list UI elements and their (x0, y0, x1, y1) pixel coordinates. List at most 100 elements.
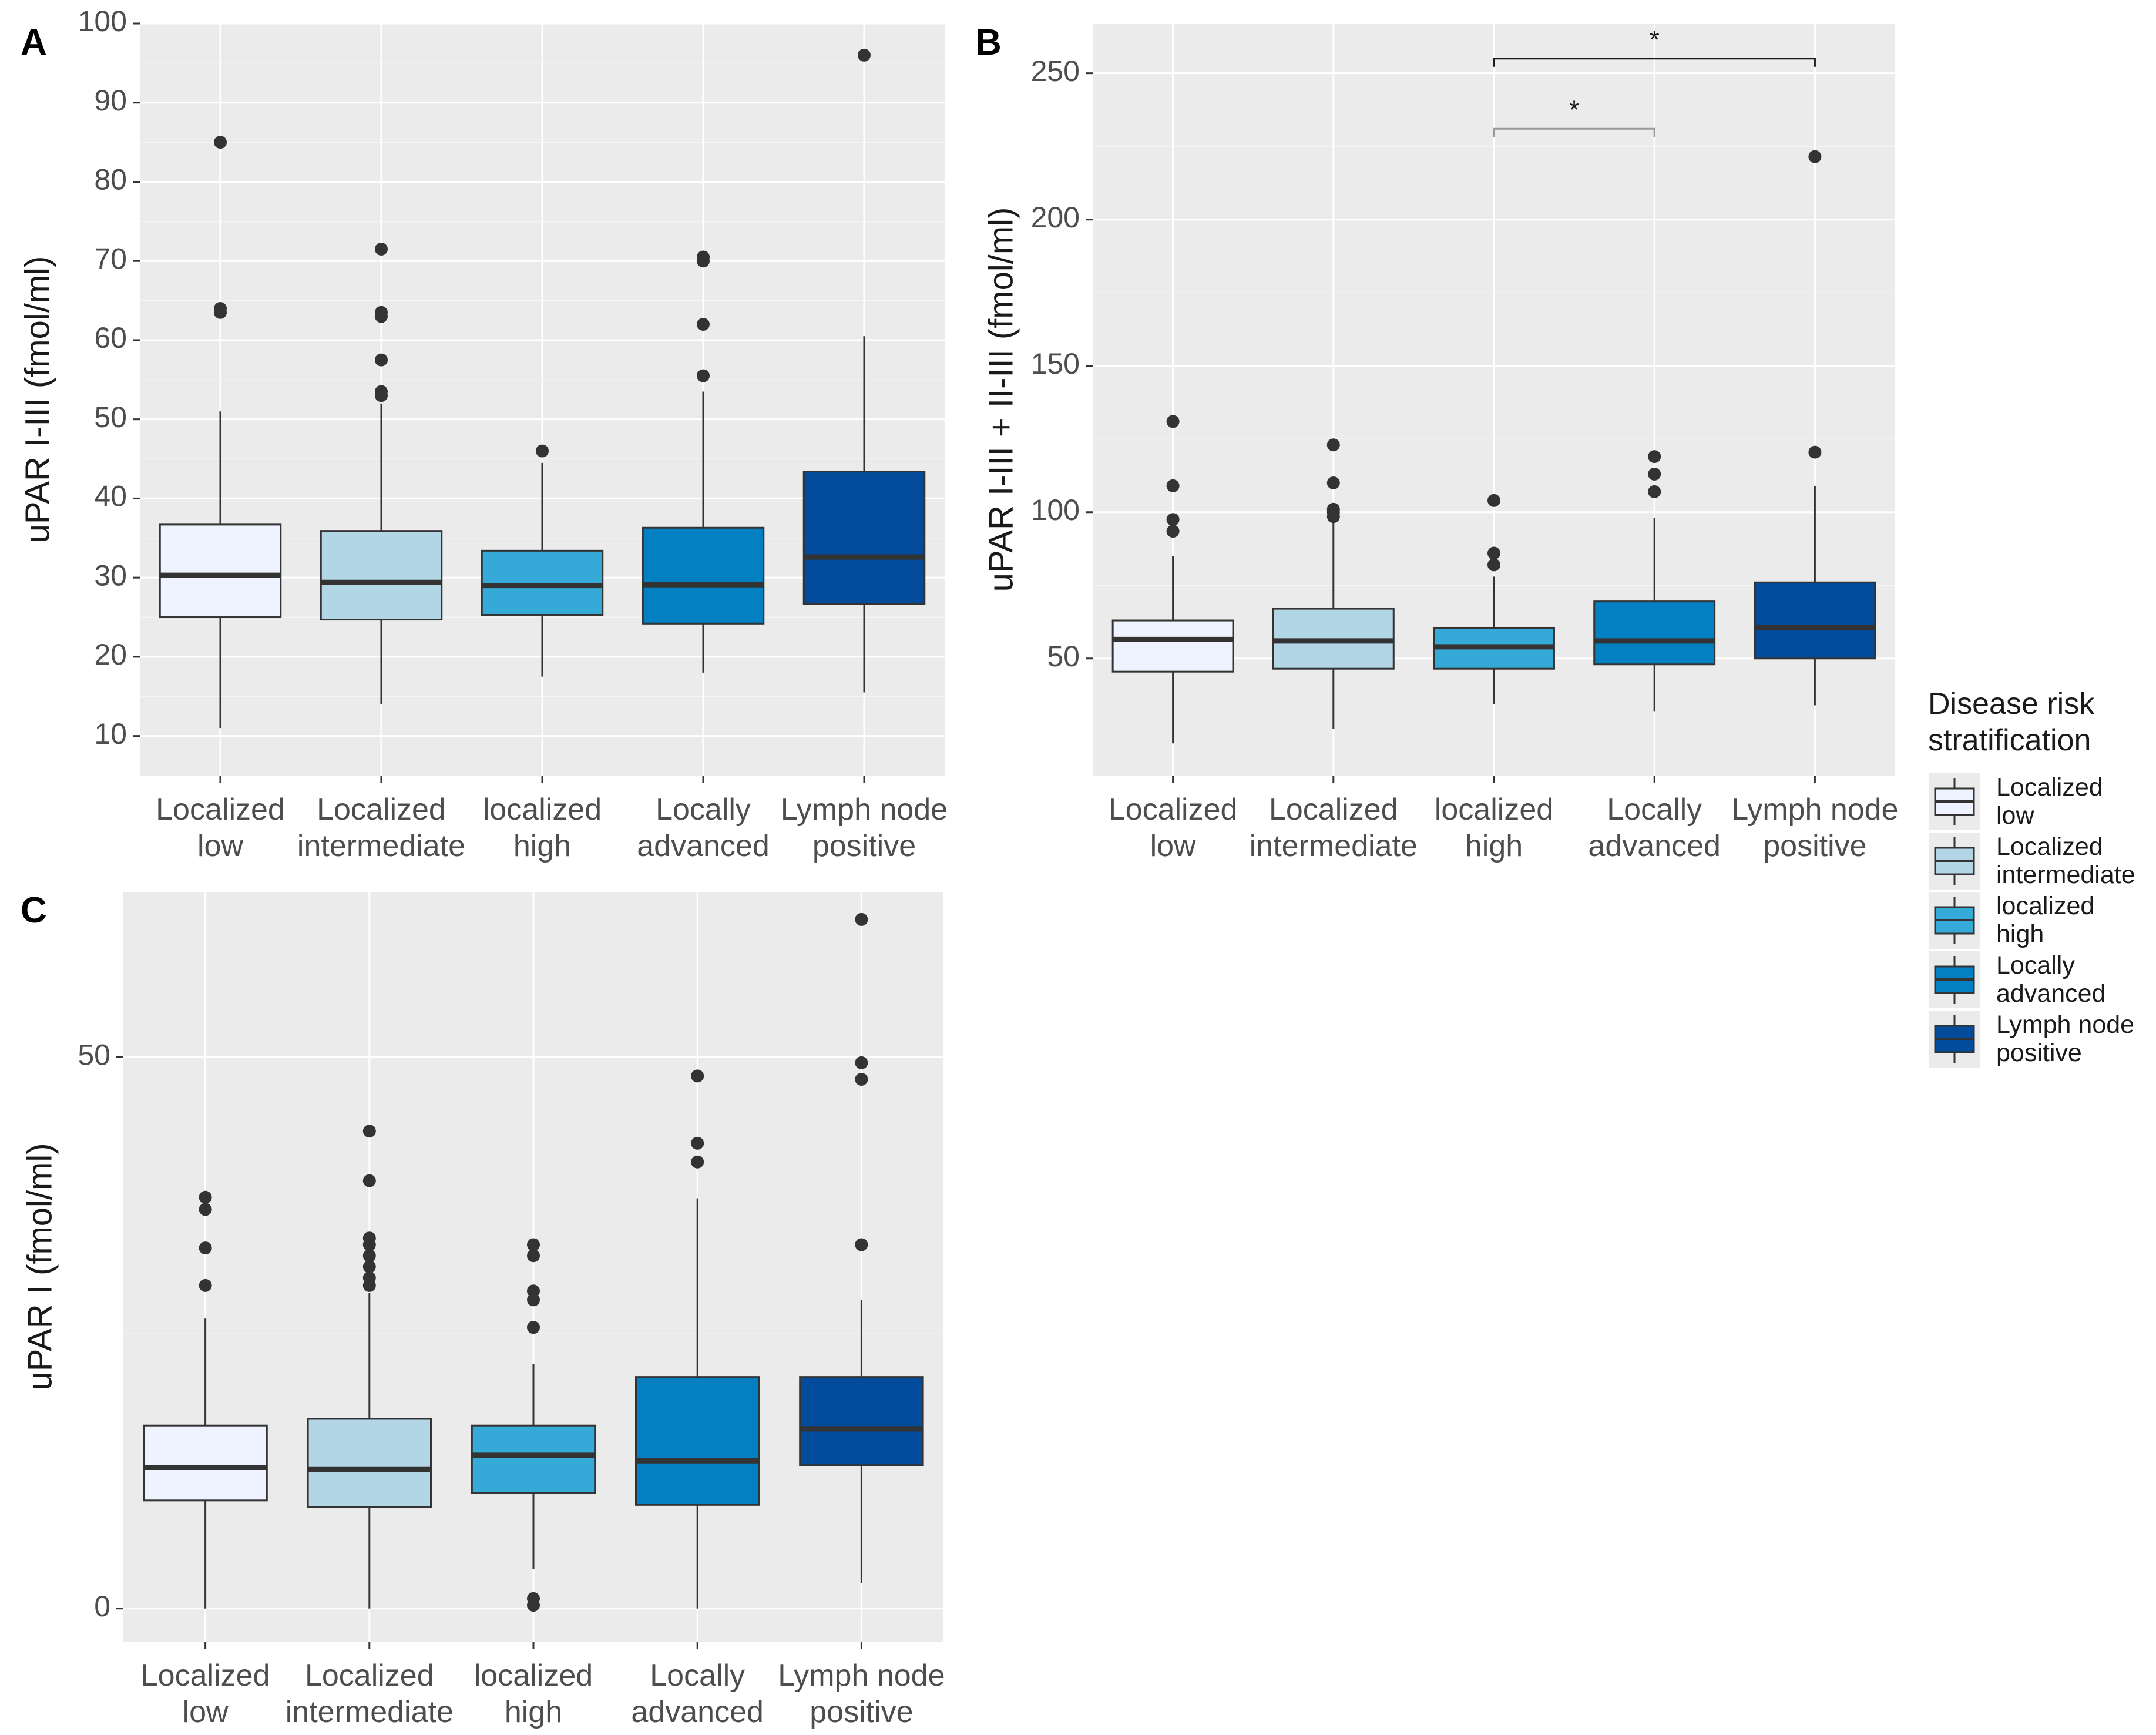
legend-label: Localized (1996, 773, 2103, 801)
x-tick-label: Localized (317, 793, 446, 827)
outlier-point (1166, 479, 1180, 492)
x-tick-label: advanced (637, 829, 770, 863)
outlier-point (1166, 415, 1180, 428)
outlier-point (855, 1056, 868, 1069)
outlier-point (697, 369, 710, 382)
outlier-point (691, 1155, 704, 1169)
outlier-point (536, 444, 549, 458)
outlier-point (527, 1592, 540, 1605)
box-3 (471, 1238, 596, 1612)
outlier-point (375, 306, 388, 319)
box-4 (1593, 450, 1716, 712)
legend-label: localized (1996, 892, 2094, 920)
panel-b-chart: 50100150200250LocalizedlowLocalizedinter… (982, 24, 1899, 863)
outlier-point (1166, 513, 1180, 526)
outlier-point (1648, 468, 1661, 481)
outlier-point (697, 318, 710, 331)
x-tick-label: advanced (1588, 829, 1721, 863)
y-tick-label: 50 (1047, 640, 1080, 673)
significance-label: * (1650, 25, 1660, 54)
y-tick-label: 150 (1031, 347, 1080, 380)
x-tick-label: low (183, 1695, 229, 1729)
outlier-point (855, 912, 868, 926)
outlier-point (855, 1073, 868, 1086)
outlier-point (199, 1190, 212, 1204)
legend-title: stratification (1928, 723, 2091, 757)
box-4 (642, 250, 765, 673)
legend-label: low (1996, 801, 2034, 830)
legend-label: positive (1996, 1039, 2082, 1067)
outlier-point (697, 250, 710, 264)
x-tick-label: high (1465, 829, 1523, 863)
outlier-point (214, 302, 227, 316)
iqr-box (1111, 619, 1234, 673)
x-tick-label: Localized (1109, 793, 1238, 827)
iqr-box (1754, 581, 1876, 660)
outlier-point (691, 1069, 704, 1083)
box-3 (481, 444, 604, 677)
x-tick-label: Lymph node (781, 793, 948, 827)
x-tick-label: Locally (650, 1659, 745, 1693)
x-tick-label: Localized (141, 1659, 270, 1693)
panel-a-chart: 102030405060708090100LocalizedlowLocaliz… (18, 5, 948, 863)
legend-label: Localized (1996, 833, 2103, 861)
box-5 (802, 48, 926, 693)
iqr-box (802, 471, 926, 605)
legend-label: advanced (1996, 979, 2106, 1008)
y-tick-label: 40 (94, 480, 127, 513)
outlier-point (214, 136, 227, 149)
x-tick-label: Localized (1269, 793, 1398, 827)
outlier-point (1648, 485, 1661, 498)
box-1 (159, 136, 282, 729)
box-4 (635, 1069, 760, 1609)
x-tick-label: positive (1763, 829, 1866, 863)
iqr-box (642, 526, 765, 625)
x-tick-label: low (197, 829, 243, 863)
bracket-line (1493, 127, 1655, 137)
significance-bracket: * (1493, 95, 1655, 137)
iqr-box (481, 549, 604, 616)
legend-label: Locally (1996, 951, 2075, 979)
y-axis-title: uPAR I-III + II-III (fmol/ml) (982, 207, 1020, 592)
outlier-point (1808, 445, 1822, 459)
iqr-box (1593, 600, 1716, 666)
box-2 (320, 243, 443, 704)
outlier-point (855, 1238, 868, 1251)
y-axis-title: uPAR I-III (fmol/ml) (18, 256, 56, 543)
x-tick-label: high (513, 829, 571, 863)
legend-title: Disease risk (1928, 687, 2095, 721)
outlier-point (199, 1241, 212, 1255)
outlier-point (1808, 150, 1822, 163)
outlier-point (1326, 438, 1340, 452)
panel-c-chart: 050LocalizedlowLocalizedintermediateloca… (21, 892, 945, 1729)
outlier-point (1326, 502, 1340, 516)
x-tick-label: positive (810, 1695, 913, 1729)
outlier-point (1487, 546, 1500, 560)
significance-label: * (1569, 95, 1579, 124)
outlier-point (527, 1321, 540, 1334)
bracket-line (1493, 58, 1816, 67)
y-tick-label: 70 (94, 242, 127, 275)
iqr-box (307, 1418, 432, 1508)
panel-a-letter: A (21, 22, 47, 63)
y-tick-label: 0 (94, 1590, 110, 1623)
outlier-point (362, 1271, 376, 1284)
x-tick-label: Localized (305, 1659, 434, 1693)
legend: Disease riskstratificationLocalizedlowLo… (1928, 687, 2135, 1068)
panel-c-letter: C (21, 890, 47, 931)
x-tick-label: intermediate (1250, 829, 1418, 863)
outlier-point (858, 48, 871, 62)
outlier-point (362, 1125, 376, 1138)
outlier-point (375, 385, 388, 398)
y-tick-label: 250 (1031, 55, 1080, 88)
outlier-point (375, 353, 388, 367)
outlier-point (1166, 525, 1180, 538)
outlier-point (1648, 450, 1661, 464)
iqr-box (159, 523, 282, 619)
outlier-point (362, 1174, 376, 1187)
